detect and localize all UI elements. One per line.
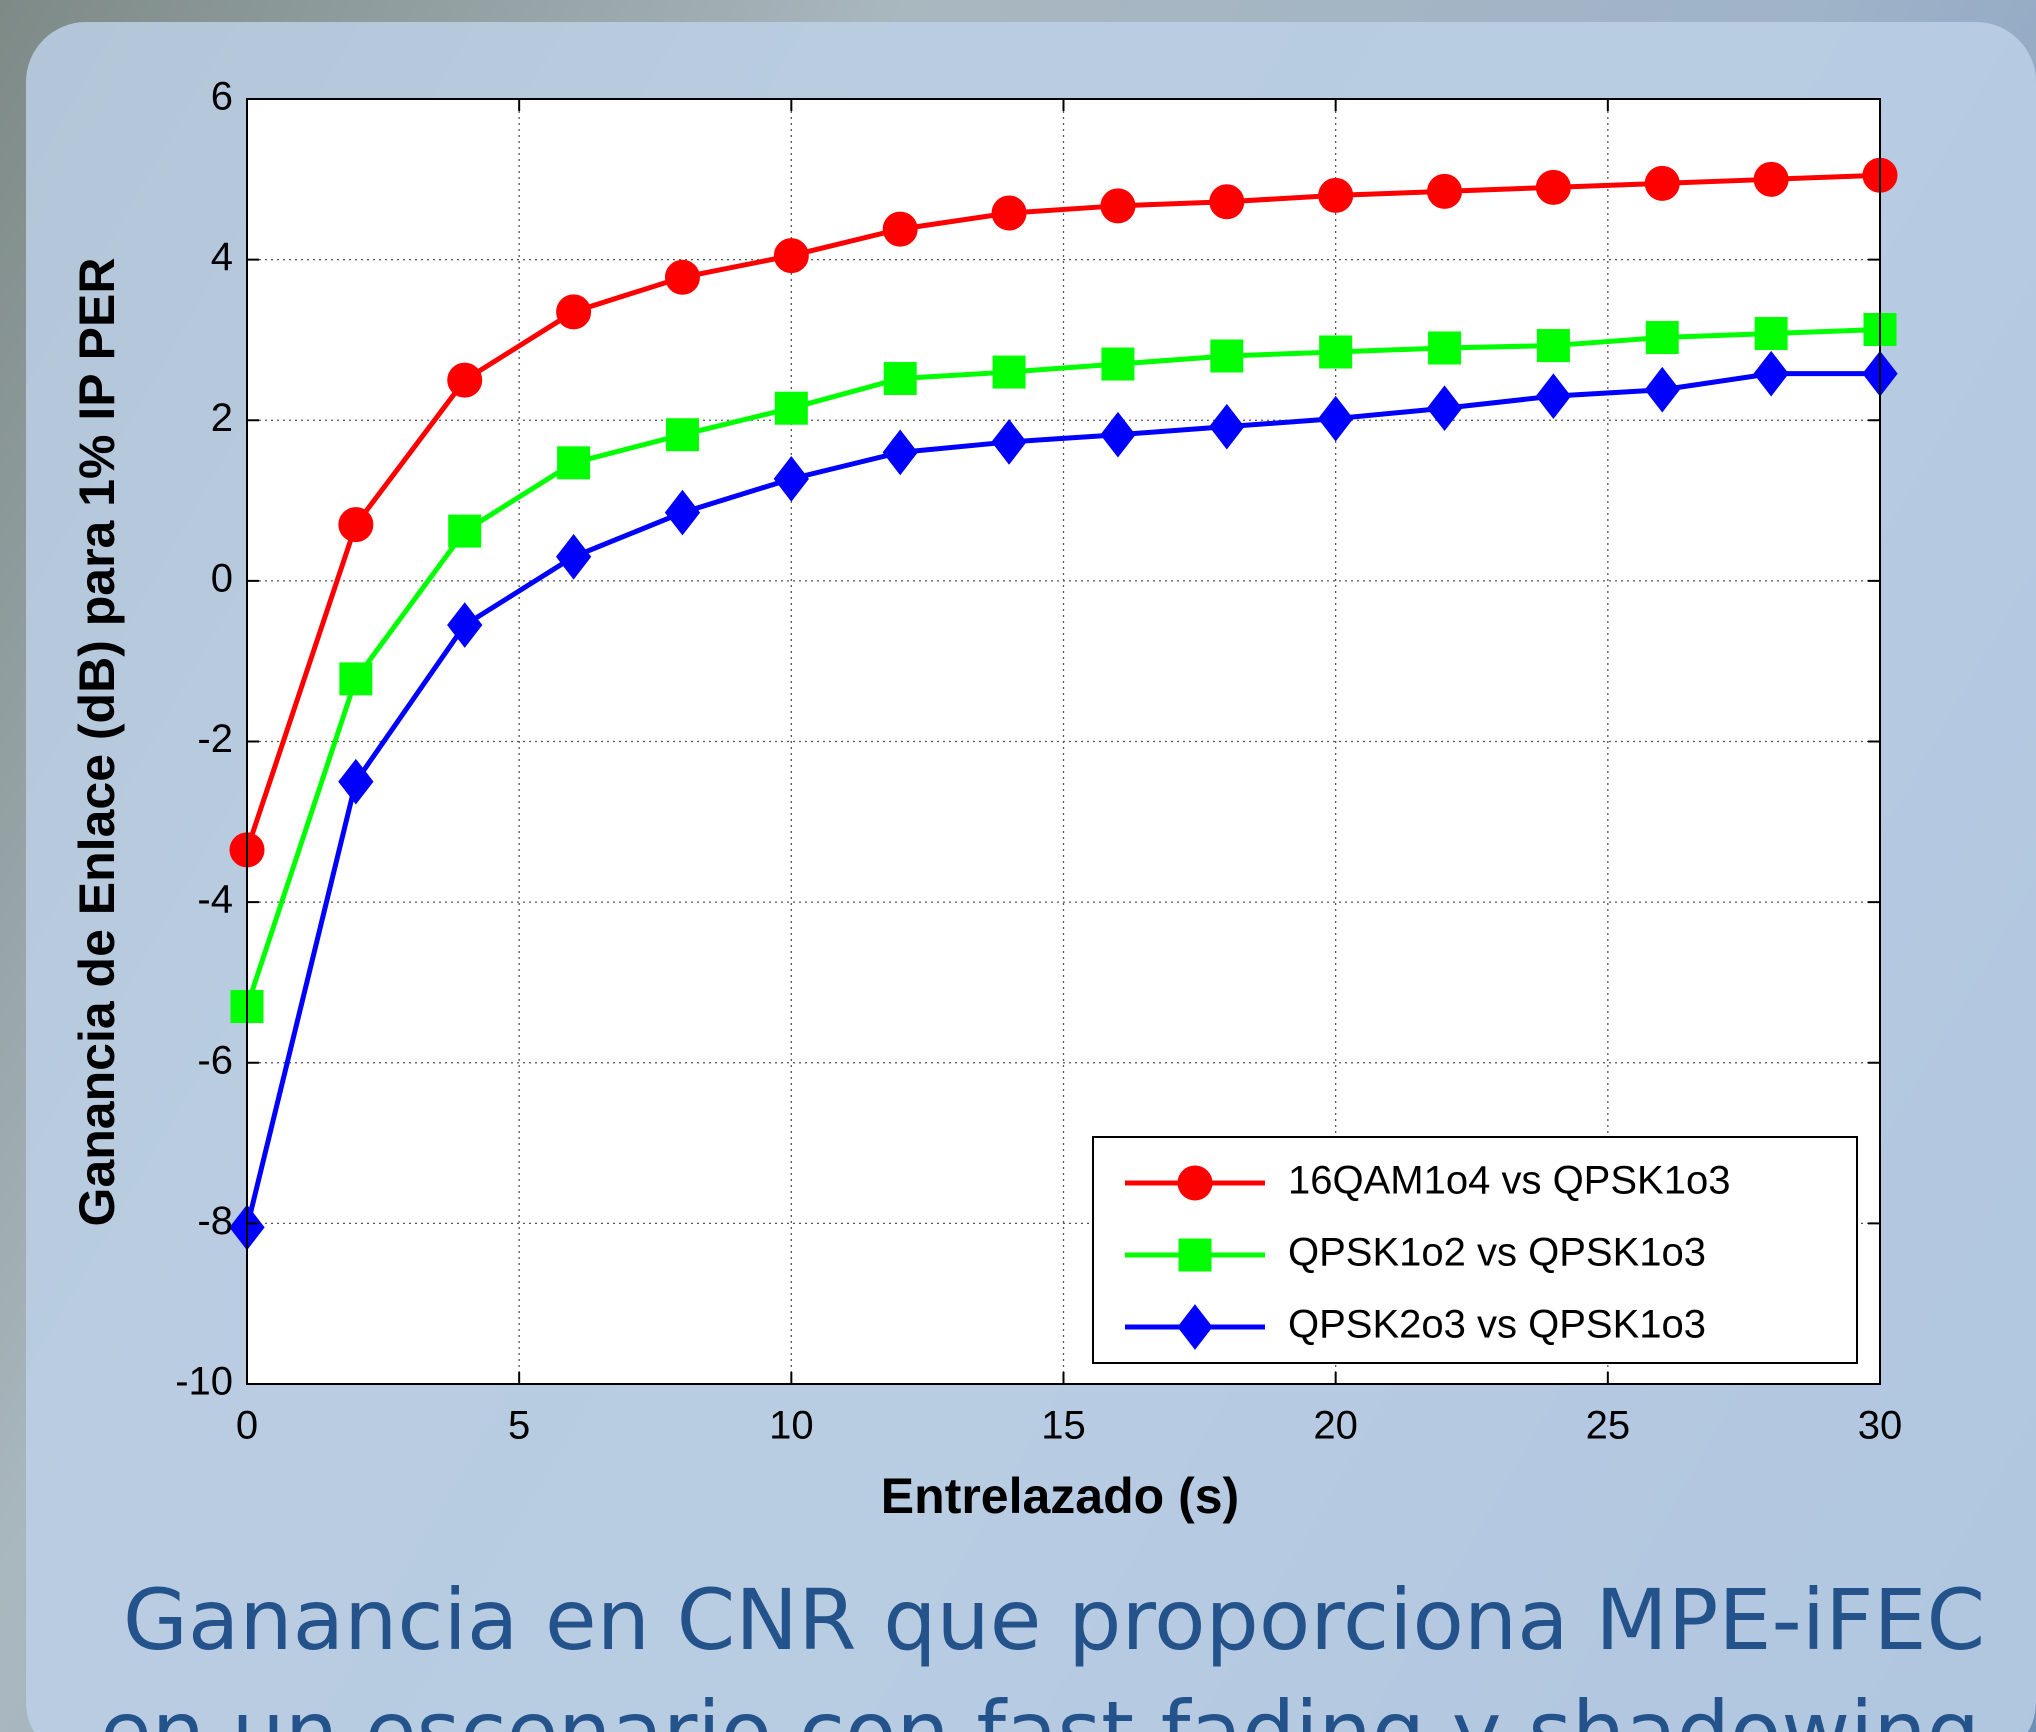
marker (775, 392, 807, 424)
marker (1179, 1239, 1211, 1271)
marker (1428, 174, 1462, 208)
x-tick-label: 30 (1858, 1404, 1903, 1448)
marker (1645, 166, 1679, 200)
marker (1320, 336, 1352, 368)
marker (992, 196, 1026, 230)
marker (448, 363, 482, 397)
x-tick-label: 5 (508, 1404, 530, 1448)
marker (884, 362, 916, 394)
marker (1429, 332, 1461, 364)
marker (1536, 170, 1570, 204)
legend-label: QPSK1o2 vs QPSK1o3 (1288, 1231, 1706, 1275)
marker (1754, 162, 1788, 196)
page: {"chart_data": {"type": "line", "xlabel"… (0, 0, 2036, 1732)
marker (1537, 330, 1569, 362)
y-tick-label: 4 (211, 235, 233, 279)
y-tick-label: -6 (197, 1038, 233, 1082)
y-tick-label: -8 (197, 1199, 233, 1243)
y-tick-label: -4 (197, 878, 233, 922)
marker (1102, 348, 1134, 380)
marker (1101, 189, 1135, 223)
chart: 16QAM1o4 vs QPSK1o3 QPSK1o2 vs QPSK1o3 QPS… (0, 0, 2036, 1732)
y-tick-label: -10 (175, 1360, 233, 1404)
legend: 16QAM1o4 vs QPSK1o3 QPSK1o2 vs QPSK1o3 QPS… (1093, 1137, 1857, 1363)
legend-label: 16QAM1o4 vs QPSK1o3 (1288, 1159, 1730, 1203)
x-tick-label: 10 (769, 1404, 814, 1448)
marker (665, 260, 699, 294)
marker (883, 212, 917, 246)
marker (340, 663, 372, 695)
caption-line: Ganancia en CNR que proporciona MPE-iFEC (123, 1571, 1985, 1669)
x-axis-label: Entrelazado (s) (881, 1468, 1239, 1524)
y-tick-label: 0 (211, 556, 233, 600)
y-tick-label: -2 (197, 717, 233, 761)
x-tick-label: 0 (236, 1404, 258, 1448)
x-tick-label: 20 (1313, 1404, 1358, 1448)
marker (1319, 178, 1353, 212)
marker (339, 508, 373, 542)
marker (1755, 318, 1787, 350)
legend-label: QPSK2o3 vs QPSK1o3 (1288, 1303, 1706, 1347)
marker (666, 419, 698, 451)
marker (449, 515, 481, 547)
x-tick-label: 15 (1041, 1404, 1086, 1448)
marker (1210, 185, 1244, 219)
x-tick-label: 25 (1586, 1404, 1631, 1448)
marker (774, 239, 808, 273)
marker (557, 295, 591, 329)
marker (558, 447, 590, 479)
caption-line: en un escenario con fast fading y shadow… (100, 1683, 1980, 1732)
marker (1211, 340, 1243, 372)
y-axis-label: Ganancia de Enlace (dB) para 1% IP PER (69, 258, 125, 1227)
y-tick-label: 2 (211, 396, 233, 440)
y-tick-label: 6 (211, 75, 233, 119)
marker (1178, 1166, 1212, 1200)
marker (1646, 322, 1678, 354)
marker (993, 356, 1025, 388)
